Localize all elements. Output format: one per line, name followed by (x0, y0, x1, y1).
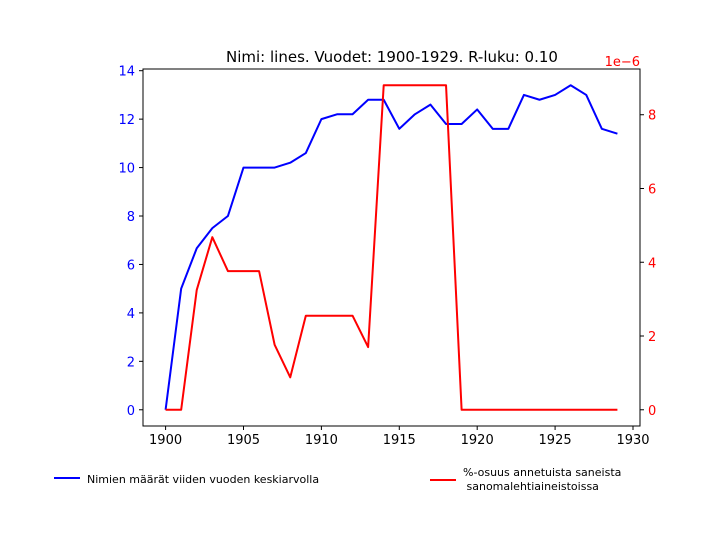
left-tick-label: 12 (118, 113, 135, 128)
legend: Nimien määrät viiden vuoden keskiarvolla… (54, 466, 621, 493)
chart-title: Nimi: lines. Vuodet: 1900-1929. R-luku: … (226, 48, 558, 66)
left-y-axis: 0 2 4 6 8 10 12 14 (118, 65, 143, 419)
left-tick-label: 10 (118, 162, 135, 177)
x-tick-label: 1915 (383, 433, 416, 448)
left-tick-label: 14 (118, 65, 135, 80)
x-tick-label: 1905 (227, 433, 260, 448)
right-tick-label: 2 (648, 330, 656, 345)
legend-label-token-share: %-osuus annetuista saneista sanomalehtia… (463, 466, 621, 493)
x-tick-label: 1930 (616, 433, 649, 448)
right-axis-scale-label: 1e−6 (605, 55, 640, 70)
x-tick-label: 1900 (149, 433, 182, 448)
right-tick-label: 6 (648, 182, 656, 197)
x-axis: 1900 1905 1910 1915 1920 1925 1930 (149, 426, 650, 448)
right-tick-label: 4 (648, 256, 656, 271)
series-line-1 (165, 84, 618, 411)
left-tick-label: 2 (127, 355, 135, 370)
plot-frame (142, 68, 641, 427)
x-tick-label: 1920 (461, 433, 494, 448)
plot-lines (164, 84, 618, 411)
series-line-0 (164, 84, 618, 410)
right-tick-label: 0 (648, 404, 656, 419)
left-tick-label: 4 (127, 307, 135, 322)
left-tick-label: 6 (127, 258, 135, 273)
right-tick-label: 8 (648, 109, 656, 124)
x-tick-label: 1910 (305, 433, 338, 448)
left-tick-label: 0 (127, 404, 135, 419)
x-tick-label: 1925 (539, 433, 572, 448)
legend-label-name-counts: Nimien määrät viiden vuoden keskiarvolla (87, 473, 319, 486)
right-y-axis: 0 2 4 6 8 (640, 109, 656, 419)
left-tick-label: 8 (127, 210, 135, 225)
